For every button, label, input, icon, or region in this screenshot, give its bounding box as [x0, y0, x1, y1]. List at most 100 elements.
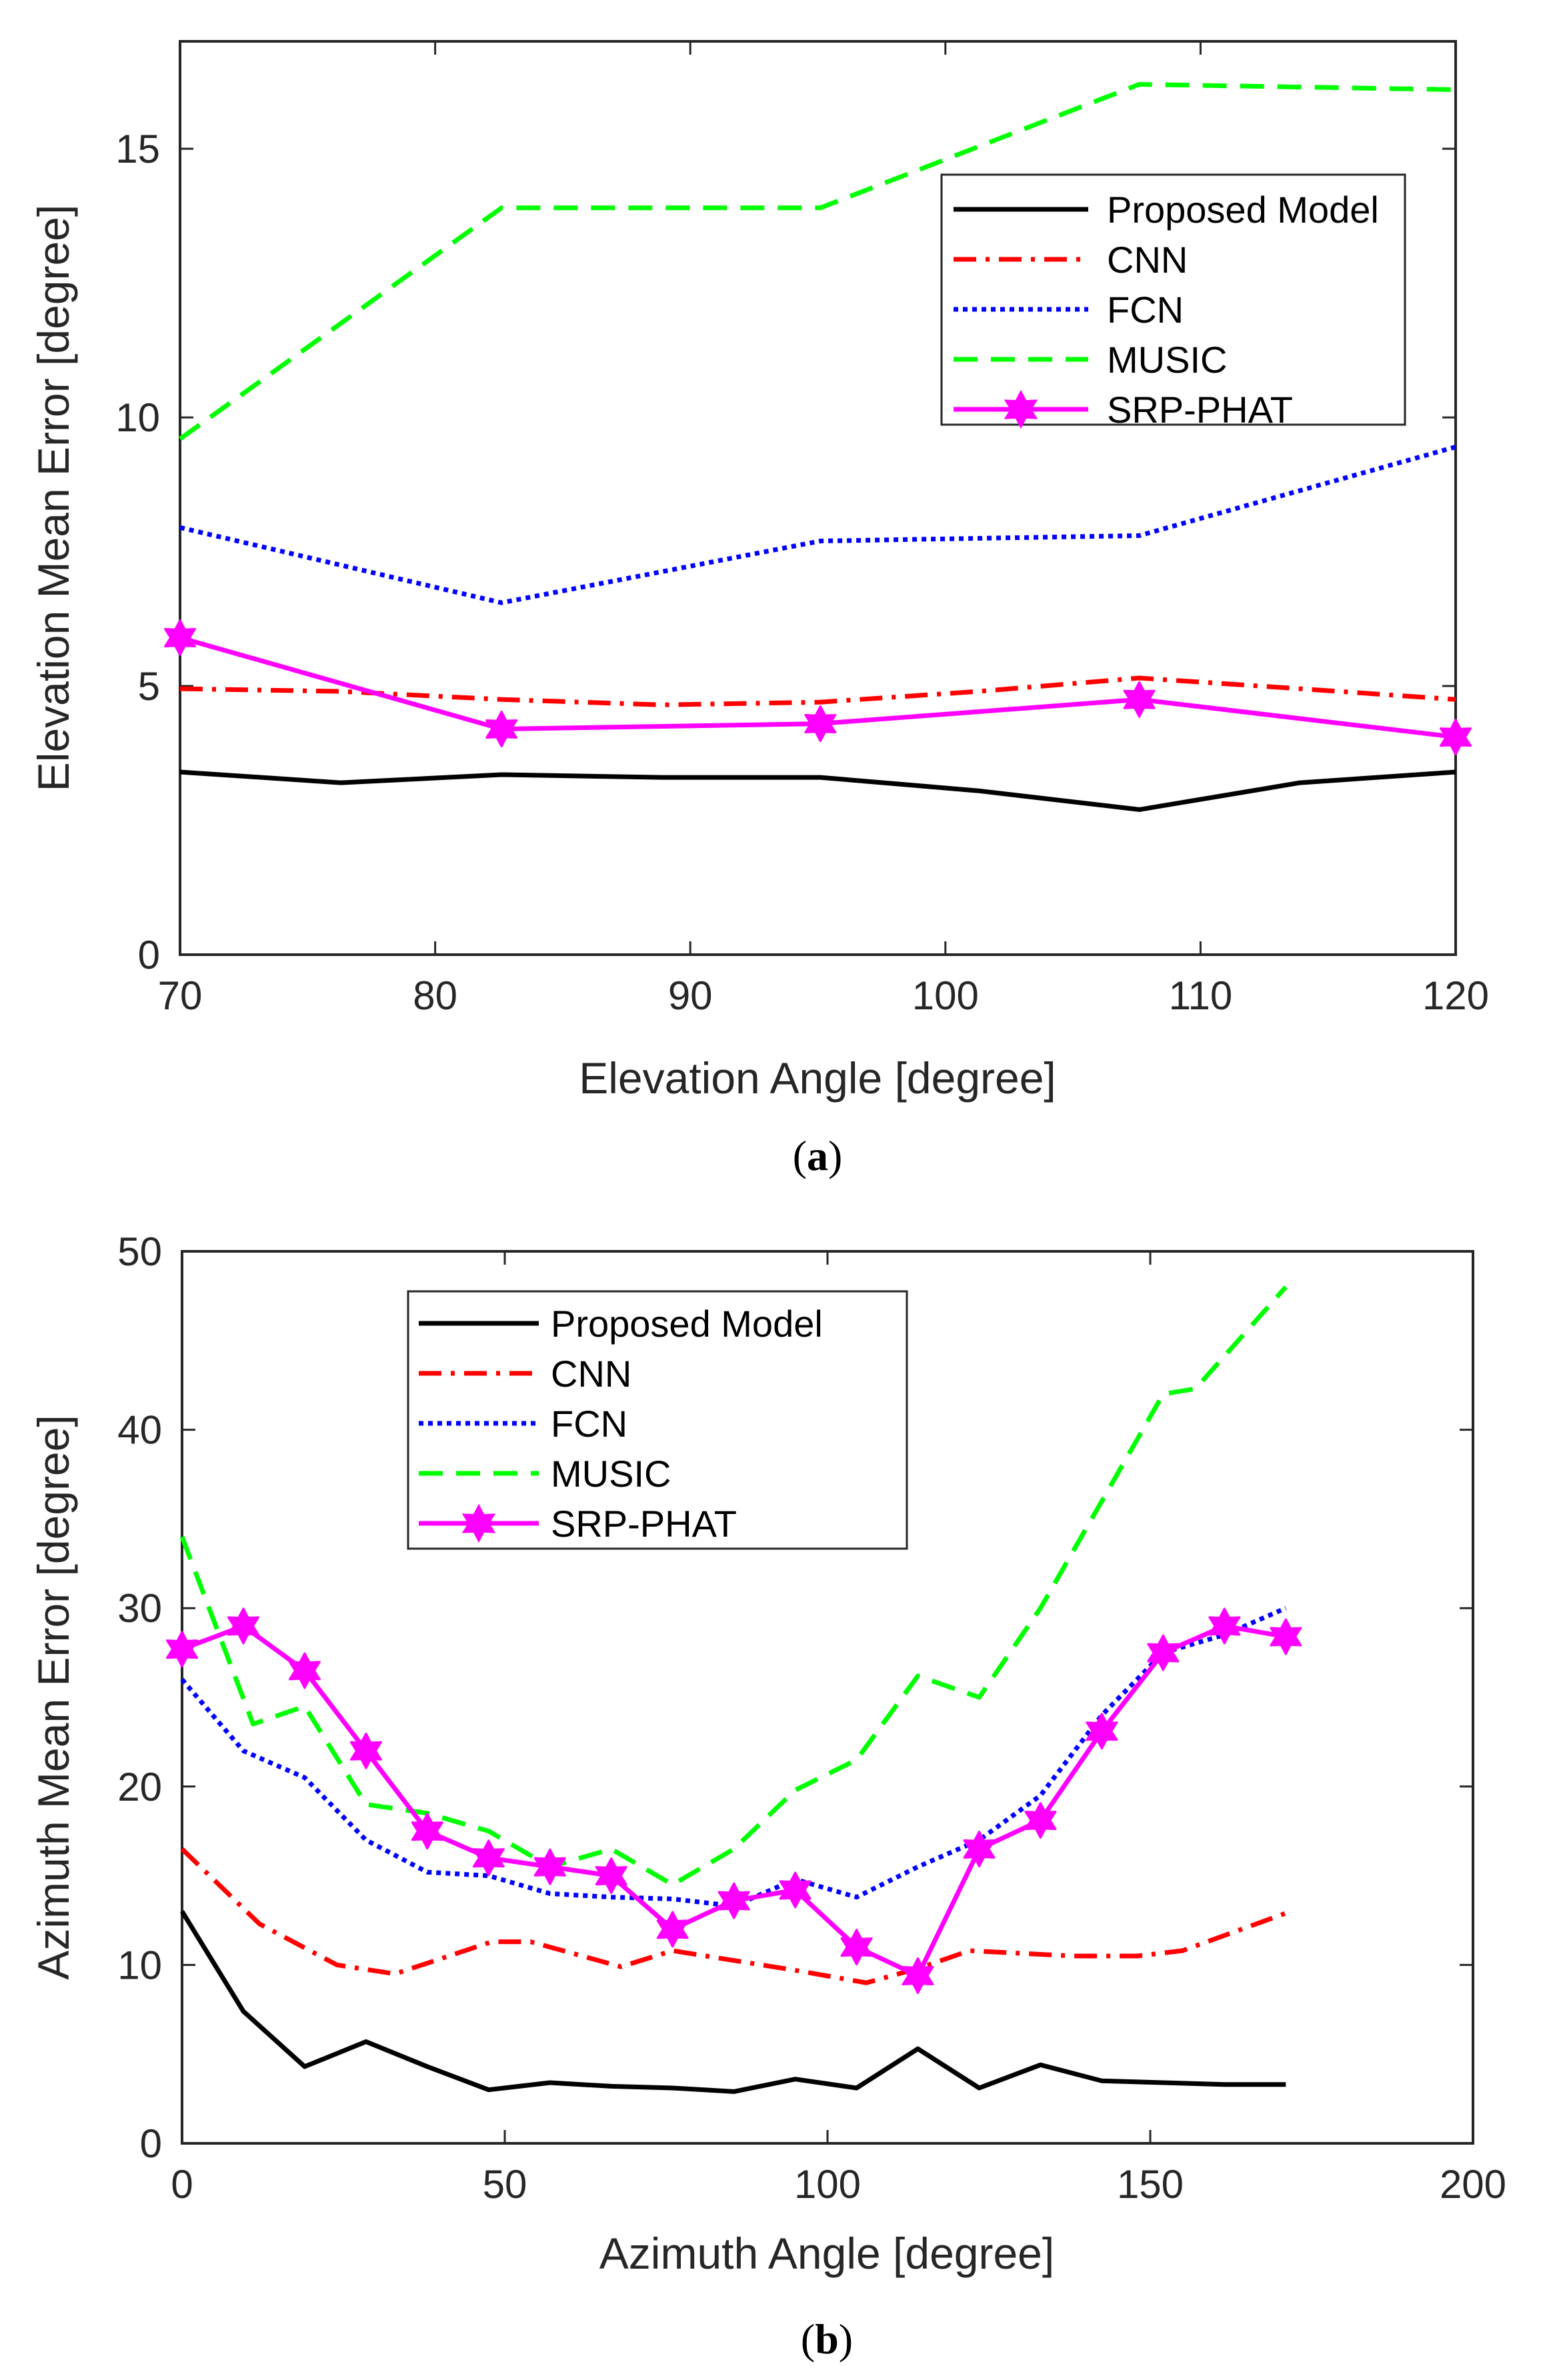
legend-entry: CNN: [954, 239, 1188, 281]
data-point-marker: [717, 1882, 750, 1919]
y-tick-label-a: 0: [138, 933, 160, 977]
legend-label: Proposed Model: [551, 1303, 823, 1345]
series-line: [179, 675, 1456, 707]
series-group-b: [166, 1285, 1302, 2094]
series-group-a: [164, 82, 1472, 812]
data-point-marker: [288, 1652, 321, 1689]
y-tick-label-a: 15: [115, 127, 160, 171]
data-point-marker: [656, 1911, 689, 1948]
axis-ticks-b: 0 50 100 150 200 0 10 20 30 40 50: [117, 1229, 1506, 2207]
legend-entry: MUSIC: [954, 339, 1227, 381]
legend-entry: SRP-PHAT: [419, 1503, 737, 1545]
data-point-marker: [1147, 1634, 1180, 1671]
x-axis-label-a: Elevation Angle [degree]: [579, 1053, 1056, 1103]
series-line: [179, 1285, 1288, 1887]
legend-entry: Proposed Model: [419, 1303, 823, 1345]
x-tick-label-b: 200: [1440, 2162, 1506, 2207]
legend-label: FCN: [1107, 289, 1184, 331]
x-tick-label-b: 100: [794, 2162, 861, 2207]
y-tick-label-b: 30: [117, 1586, 162, 1631]
legend-entry: FCN: [419, 1403, 627, 1445]
legend-marker: [461, 1503, 496, 1543]
series-cnn-b: [180, 1847, 1287, 1985]
series-line: [180, 1847, 1287, 1985]
legend-label: SRP-PHAT: [1107, 389, 1293, 431]
data-point-marker: [779, 1871, 812, 1909]
series-line: [178, 82, 1456, 441]
y-tick-label-b: 20: [117, 1765, 162, 1809]
legend-box-a: [940, 173, 1406, 426]
data-point-marker: [804, 705, 837, 742]
caption-b: (b): [801, 2315, 853, 2363]
legend-label: Proposed Model: [1107, 189, 1379, 231]
legend-label: CNN: [551, 1353, 631, 1395]
data-point-marker: [1208, 1607, 1241, 1645]
series-line: [180, 1910, 1286, 2094]
data-point-marker: [1123, 681, 1156, 718]
data-point-marker: [227, 1607, 259, 1645]
x-tick-label-a: 120: [1422, 973, 1489, 1018]
y-tick-label-a: 5: [138, 664, 160, 709]
legend-entry: FCN: [954, 289, 1184, 331]
data-point-marker: [472, 1839, 505, 1877]
series-srp-phat-b: [166, 1607, 1302, 1994]
y-tick-label-b: 50: [117, 1229, 162, 1274]
caption-letter-b: b: [815, 2315, 839, 2363]
y-tick-label-b: 10: [117, 1943, 162, 1987]
legend-label: CNN: [1107, 239, 1188, 281]
x-tick-label-a: 80: [413, 973, 457, 1018]
series-music-b: [179, 1285, 1288, 1887]
data-point-marker: [595, 1857, 627, 1895]
series-music-a: [178, 82, 1456, 441]
legend-a: Proposed Model CNN FCN MUSIC SRP-PHAT: [940, 173, 1406, 431]
legend-label: MUSIC: [1107, 339, 1227, 381]
legend-marker: [1004, 389, 1038, 429]
data-point-marker: [485, 711, 518, 747]
caption-letter-a: a: [807, 1132, 828, 1179]
data-point-marker: [902, 1957, 934, 1994]
y-tick-label-b: 40: [117, 1408, 162, 1453]
x-tick-label-b: 150: [1117, 2162, 1184, 2207]
y-tick-label-b: 0: [140, 2121, 162, 2166]
data-point-marker: [1024, 1802, 1057, 1839]
legend-entry: CNN: [419, 1353, 631, 1395]
legend-label: FCN: [551, 1403, 627, 1445]
caption-a: (a): [793, 1132, 843, 1179]
y-axis-label-b: Azimuth Mean Error [degree]: [29, 1415, 78, 1979]
data-point-marker: [411, 1813, 443, 1850]
x-tick-label-a: 90: [668, 973, 713, 1018]
data-point-marker: [164, 619, 196, 656]
axis-ticks-a: 70 80 90 100 110 120 0 5 10 15: [115, 41, 1489, 1018]
legend-entry: Proposed Model: [954, 189, 1379, 231]
legend-label: MUSIC: [551, 1453, 671, 1495]
legend-label: SRP-PHAT: [551, 1503, 737, 1545]
y-tick-label-a: 10: [115, 395, 160, 440]
legend-entry: MUSIC: [419, 1453, 671, 1495]
data-point-marker: [1086, 1713, 1118, 1750]
data-point-marker: [963, 1831, 996, 1867]
series-fcn-a: [179, 445, 1456, 605]
data-point-marker: [1440, 719, 1472, 756]
data-point-marker: [840, 1929, 873, 1966]
series-proposed-model-b: [180, 1910, 1286, 2094]
legend-b: Proposed Model CNN FCN MUSIC SRP-PHAT: [407, 1290, 908, 1550]
data-point-marker: [349, 1732, 382, 1769]
x-tick-label-a: 70: [158, 973, 203, 1018]
legend-box-b: [407, 1290, 908, 1550]
x-tick-label-a: 100: [912, 973, 979, 1018]
legend-entry: SRP-PHAT: [954, 389, 1293, 431]
series-line: [179, 769, 1456, 812]
y-axis-label-a: Elevation Mean Error [degree]: [29, 205, 78, 791]
panel-a: 70 80 90 100 110 120 0 5 10 15 Proposed Model CNN F…: [29, 40, 1489, 1179]
series-srp-phat-a: [164, 619, 1472, 756]
series-cnn-a: [179, 675, 1456, 707]
data-point-marker: [1270, 1618, 1302, 1655]
x-axis-label-b: Azimuth Angle [degree]: [599, 2229, 1054, 2278]
data-point-marker: [166, 1631, 198, 1668]
data-point-marker: [533, 1848, 566, 1885]
x-tick-label-b: 50: [483, 2162, 527, 2207]
series-line: [179, 445, 1456, 605]
panel-b: 0 50 100 150 200 0 10 20 30 40 50 Proposed Model CN…: [29, 1229, 1506, 2363]
series-proposed-model-a: [179, 769, 1456, 812]
